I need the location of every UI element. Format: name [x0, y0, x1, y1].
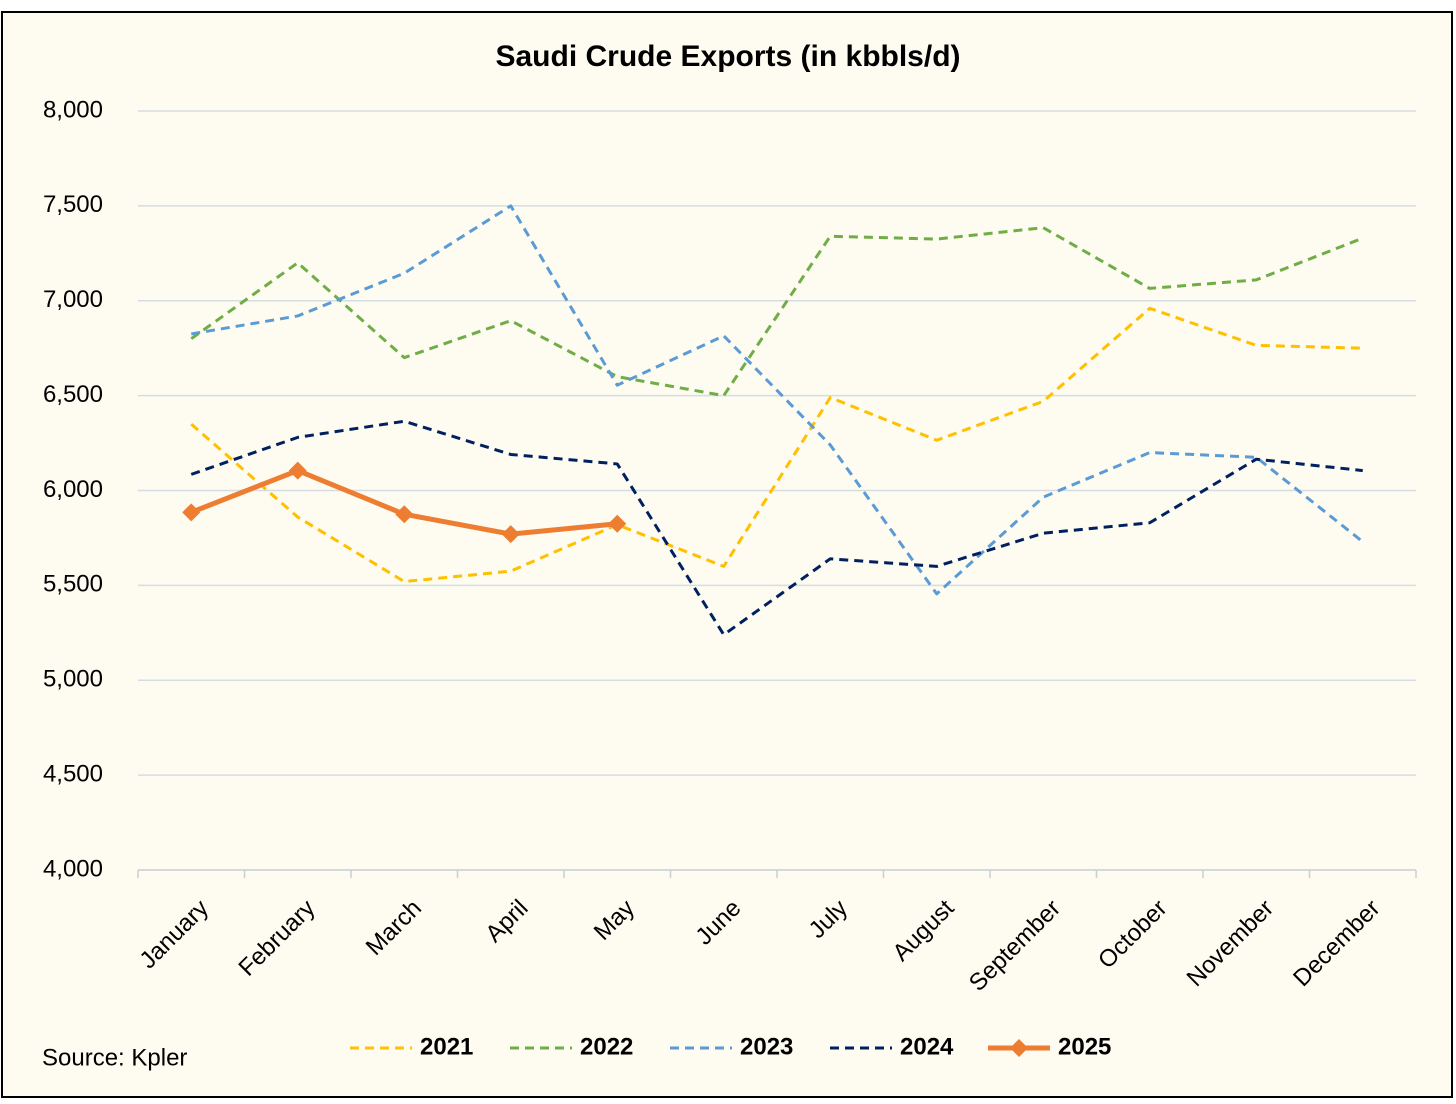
y-tick-label: 8,000 — [43, 96, 103, 123]
point-marker — [608, 514, 627, 533]
legend-label: 2025 — [1058, 1033, 1111, 1060]
y-tick-label: 7,500 — [43, 191, 103, 218]
chart-title: Saudi Crude Exports (in kbbls/d) — [495, 40, 960, 73]
legend-label: 2023 — [740, 1033, 793, 1060]
source-note: Source: Kpler — [42, 1044, 187, 1071]
legend-label: 2024 — [900, 1033, 954, 1060]
point-marker — [501, 525, 520, 544]
point-marker — [395, 505, 414, 524]
legend-label: 2021 — [420, 1033, 473, 1060]
y-tick-label: 5,500 — [43, 571, 103, 598]
series-line — [190, 306, 1363, 584]
series-line — [190, 226, 1364, 398]
y-tick-label: 4,000 — [43, 855, 103, 882]
point-marker — [182, 503, 201, 522]
y-tick-label: 7,000 — [43, 286, 103, 313]
legend-marker — [1010, 1039, 1028, 1057]
y-tick-label: 5,000 — [43, 666, 103, 693]
point-marker — [288, 461, 307, 480]
y-tick-label: 4,500 — [43, 760, 103, 787]
chart-frame — [1, 11, 1453, 1098]
legend-label: 2022 — [580, 1033, 633, 1060]
series-line — [190, 419, 1363, 637]
series-line — [190, 204, 1364, 596]
y-tick-label: 6,500 — [43, 381, 103, 408]
y-tick-label: 6,000 — [43, 476, 103, 503]
